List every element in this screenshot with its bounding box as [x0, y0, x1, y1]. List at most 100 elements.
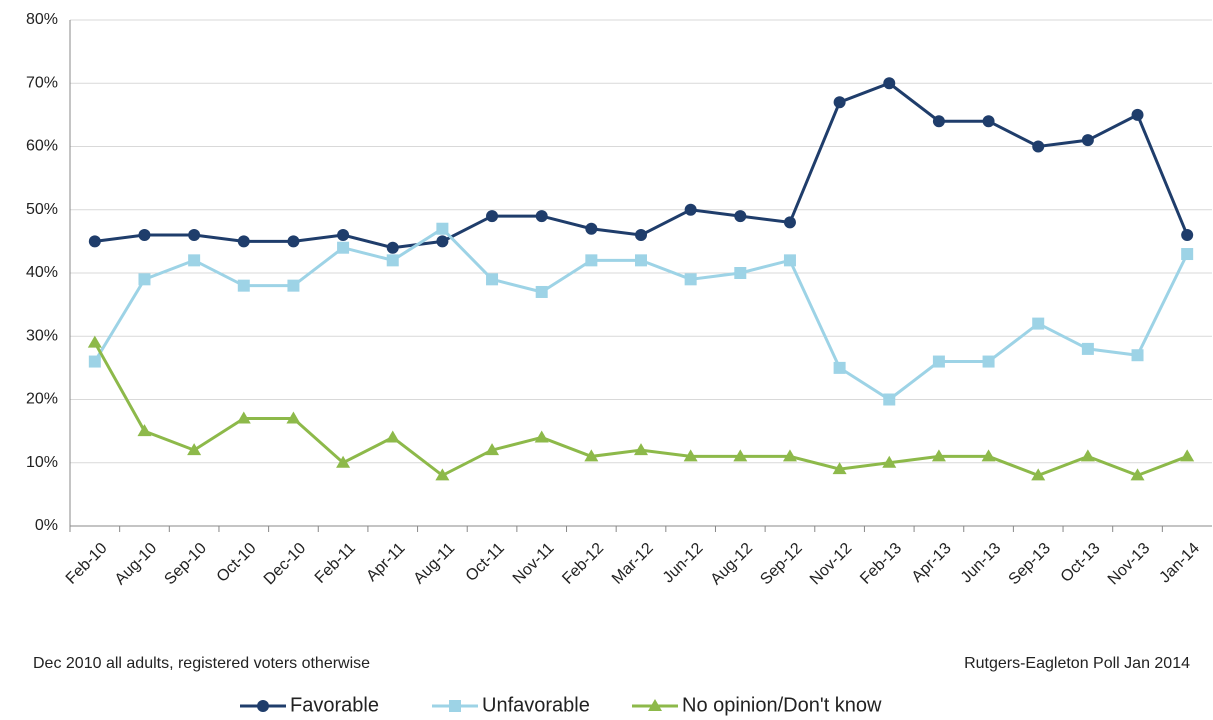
- y-tick-label: 30%: [26, 327, 58, 344]
- point: [137, 424, 152, 437]
- point: [883, 393, 896, 406]
- point: [138, 273, 151, 286]
- legend-label: No opinion/Don't know: [682, 694, 882, 716]
- point: [187, 443, 202, 456]
- point: [534, 430, 549, 443]
- point: [1131, 108, 1144, 121]
- x-tick-label: Nov-13: [1105, 540, 1154, 589]
- point: [337, 229, 350, 242]
- point: [1130, 468, 1145, 481]
- point: [435, 468, 450, 481]
- point: [982, 355, 995, 368]
- x-tick-label: Feb-11: [312, 540, 359, 587]
- x-tick-label: Aug-12: [708, 540, 757, 589]
- legend-marker: [257, 700, 269, 712]
- y-tick-label: 60%: [26, 138, 58, 155]
- annotation: Rutgers-Eagleton Poll Jan 2014: [964, 655, 1190, 672]
- point: [982, 115, 995, 128]
- point: [734, 267, 747, 279]
- series-line: [93, 341, 1188, 478]
- point: [88, 235, 101, 248]
- x-tick-label: Sep-12: [757, 540, 806, 589]
- x-tick-label: Feb-12: [559, 540, 607, 588]
- series-line: [94, 81, 1189, 250]
- point: [584, 449, 599, 462]
- point: [931, 449, 946, 462]
- point: [733, 449, 748, 462]
- point: [833, 361, 846, 374]
- y-tick-label: 70%: [26, 74, 58, 91]
- y-tick-label: 10%: [26, 454, 58, 471]
- x-tick-label: Jun-13: [958, 540, 1005, 587]
- point: [486, 273, 499, 286]
- point: [337, 241, 350, 254]
- point: [634, 443, 648, 456]
- point: [1032, 317, 1045, 330]
- point: [286, 411, 301, 424]
- series-line: [93, 226, 1189, 402]
- x-tick-label: Feb-10: [63, 540, 111, 588]
- legend-label: Unfavorable: [482, 694, 590, 716]
- x-tick-label: Nov-12: [807, 540, 856, 589]
- point: [883, 77, 896, 90]
- point: [684, 203, 697, 216]
- legend-marker: [449, 700, 461, 712]
- point: [1081, 134, 1094, 147]
- point: [436, 235, 449, 248]
- x-tick-label: Feb-13: [857, 540, 905, 588]
- x-tick-label: Aug-10: [112, 540, 161, 589]
- point: [287, 279, 300, 292]
- x-tick-label: Jun-12: [660, 540, 707, 587]
- x-tick-label: Oct-11: [463, 540, 508, 585]
- point: [385, 430, 400, 443]
- point: [486, 210, 499, 223]
- point: [932, 115, 945, 128]
- point: [1180, 449, 1195, 462]
- point: [585, 254, 598, 267]
- point: [1081, 342, 1094, 355]
- point: [1181, 229, 1194, 242]
- legend-label: Favorable: [290, 694, 379, 716]
- point: [1032, 140, 1045, 153]
- point: [386, 254, 399, 267]
- point: [1181, 248, 1194, 261]
- point: [683, 449, 698, 462]
- y-tick-label: 20%: [26, 391, 58, 408]
- x-tick-label: Sep-10: [161, 540, 210, 589]
- x-tick-label: Mar-12: [609, 540, 657, 588]
- point: [833, 96, 846, 109]
- point: [932, 355, 945, 368]
- point: [535, 210, 548, 223]
- x-tick-label: Apr-13: [909, 540, 955, 586]
- point: [684, 273, 697, 286]
- x-tick-label: Nov-11: [510, 540, 558, 588]
- point: [188, 254, 201, 267]
- x-tick-label: Dec-10: [261, 540, 310, 589]
- y-tick-label: 80%: [26, 11, 58, 28]
- point: [535, 285, 548, 298]
- annotation: Dec 2010 all adults, registered voters o…: [33, 655, 370, 672]
- point: [88, 355, 101, 368]
- x-tick-label: Oct-13: [1058, 540, 1104, 586]
- point: [635, 254, 647, 267]
- point: [734, 210, 747, 223]
- point: [336, 455, 351, 468]
- point: [882, 455, 897, 468]
- y-tick-label: 40%: [26, 264, 58, 281]
- point: [138, 229, 151, 242]
- point: [783, 216, 796, 229]
- point: [981, 449, 996, 462]
- y-tick-label: 0%: [35, 517, 58, 534]
- x-tick-label: Apr-11: [363, 540, 408, 585]
- point: [436, 222, 449, 235]
- x-tick-label: Aug-11: [411, 540, 459, 588]
- x-tick-label: Sep-13: [1006, 540, 1055, 589]
- point: [832, 462, 847, 475]
- y-tick-label: 50%: [26, 201, 58, 218]
- point: [1131, 349, 1144, 362]
- point: [287, 235, 300, 248]
- point: [386, 241, 399, 254]
- point: [782, 449, 797, 462]
- point: [485, 443, 500, 456]
